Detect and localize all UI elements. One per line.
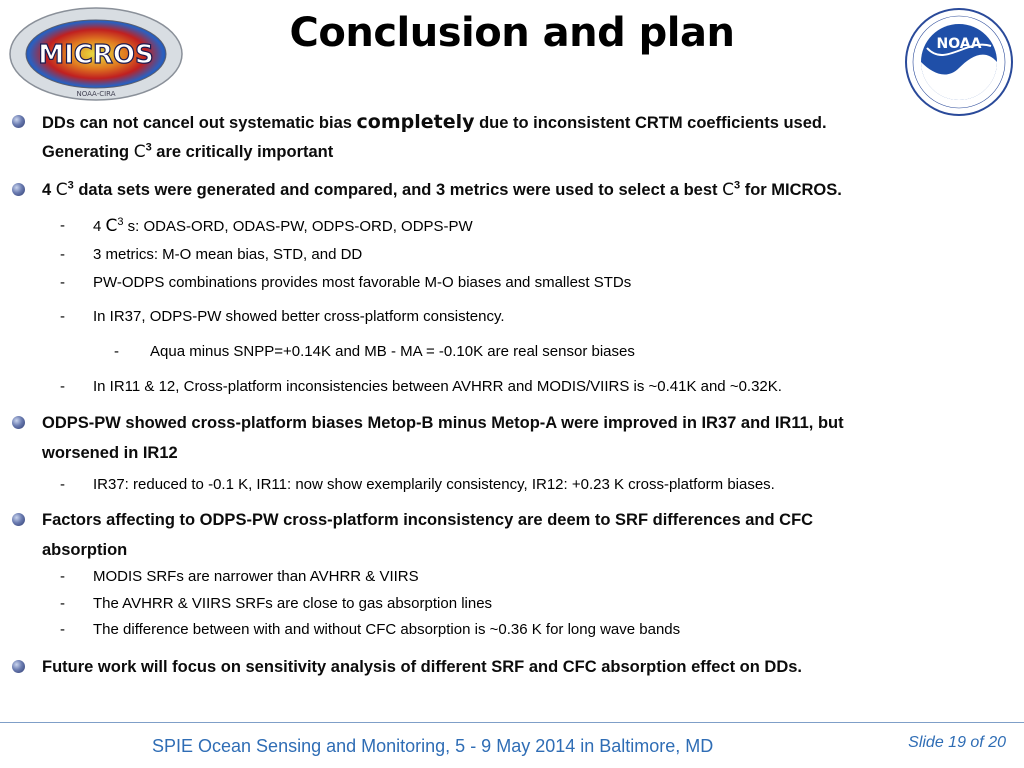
micros-logo: MICROS NOAA-CIRA	[9, 7, 183, 101]
sub-item: 3 metrics: M-O mean bias, STD, and DD	[93, 246, 363, 263]
sub-item: PW-ODPS combinations provides most favor…	[93, 274, 632, 291]
dash-marker: -	[60, 246, 65, 263]
bullet-1-line-2: Generating C3 are critically important	[42, 141, 334, 162]
bullet-1-line-1: DDs can not cancel out systematic bias c…	[42, 111, 827, 133]
sub-item: MODIS SRFs are narrower than AVHRR & VII…	[93, 568, 419, 585]
bullet-3-line-2: worsened in IR12	[42, 444, 178, 462]
dash-marker: -	[60, 568, 65, 585]
dash-marker: -	[60, 378, 65, 395]
bullet-4-line-1: Factors affecting to ODPS-PW cross-platf…	[42, 511, 814, 529]
bullet-3-line-1: ODPS-PW showed cross-platform biases Met…	[42, 414, 844, 432]
bullet-5-line: Future work will focus on sensitivity an…	[42, 658, 803, 676]
bullet-marker	[12, 183, 25, 196]
bullet-marker	[12, 660, 25, 673]
sub-item: The difference between with and without …	[93, 621, 681, 638]
footer-text: SPIE Ocean Sensing and Monitoring, 5 - 9…	[152, 736, 714, 756]
dash-marker: -	[60, 274, 65, 291]
sub-item: IR37: reduced to -0.1 K, IR11: now show …	[93, 476, 775, 493]
slide-title: Conclusion and plan	[289, 10, 735, 56]
bullet-marker	[12, 115, 25, 128]
slide-number: Slide 19 of 20	[908, 734, 1006, 751]
sub-item: 4 C3 s: ODAS-ORD, ODAS-PW, ODPS-ORD, ODP…	[93, 216, 473, 236]
dash-marker: -	[60, 308, 65, 325]
dash-marker: -	[60, 217, 65, 234]
sub-item: The AVHRR & VIIRS SRFs are close to gas …	[93, 595, 493, 612]
noaa-logo-text: NOAA	[937, 36, 982, 52]
dash-marker: -	[60, 595, 65, 612]
sub-item: In IR37, ODPS-PW showed better cross-pla…	[93, 308, 505, 325]
micros-logo-sub: NOAA-CIRA	[76, 90, 115, 98]
bullet-2-line: 4 C3 data sets were generated and compar…	[42, 179, 842, 200]
dash-marker: -	[60, 621, 65, 638]
bullet-4-line-2: absorption	[42, 541, 128, 559]
sub-sub-item: Aqua minus SNPP=+0.14K and MB - MA = -0.…	[150, 343, 635, 360]
bullet-marker	[12, 513, 25, 526]
dash-marker: -	[114, 343, 119, 360]
noaa-logo: NOAA	[905, 8, 1013, 116]
micros-logo-text: MICROS	[38, 40, 153, 70]
footer-divider	[0, 722, 1024, 723]
sub-item: In IR11 & 12, Cross-platform inconsisten…	[93, 378, 782, 395]
dash-marker: -	[60, 476, 65, 493]
bullet-marker	[12, 416, 25, 429]
